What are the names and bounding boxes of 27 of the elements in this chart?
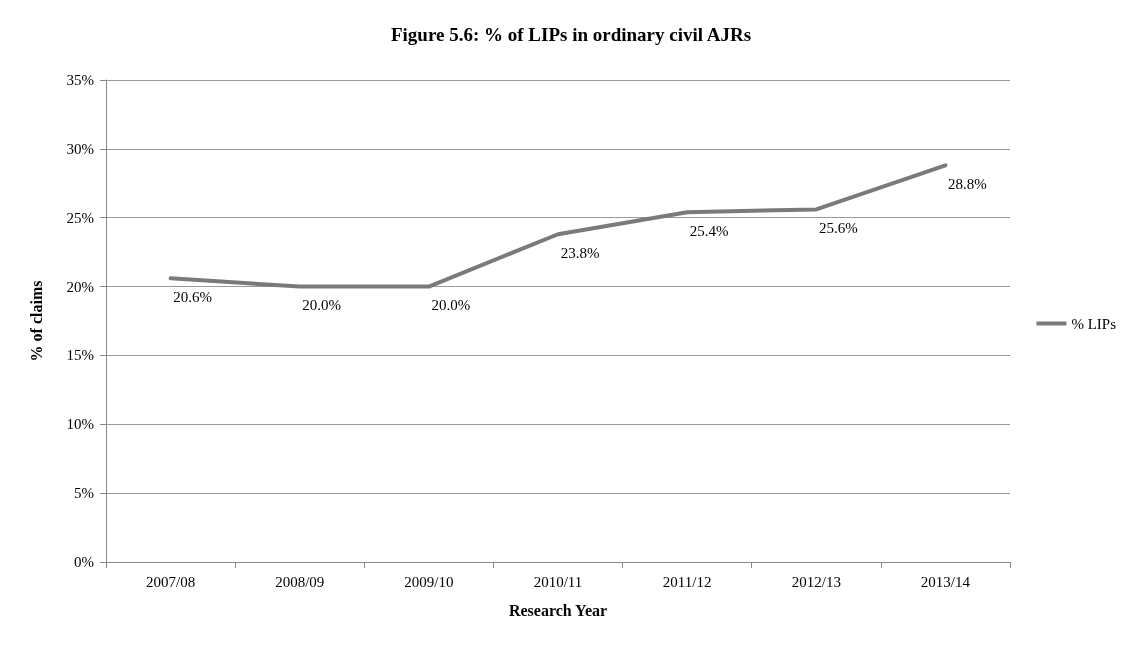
- data-label: 20.0%: [302, 297, 342, 314]
- data-label: 23.8%: [560, 244, 600, 261]
- data-label: 20.0%: [431, 297, 471, 314]
- y-tick-label: 25%: [66, 209, 94, 226]
- data-label: 20.6%: [173, 288, 212, 305]
- x-tick-label: 2012/13: [791, 573, 841, 590]
- line-series: [168, 163, 948, 289]
- y-tick-label: 20%: [66, 278, 94, 295]
- chart-title: Figure 5.6: % of LIPs in ordinary civil AJRs: [390, 24, 752, 45]
- legend-label: % LIPs: [1071, 315, 1117, 332]
- y-tick-label: 0%: [74, 554, 94, 570]
- y-axis-title: % of claims: [27, 280, 45, 362]
- x-axis-title: Research Year: [508, 601, 608, 619]
- y-tick-label: 10%: [66, 416, 94, 433]
- x-tick-label: 2010/11: [533, 573, 583, 590]
- data-label: 28.8%: [948, 175, 987, 192]
- x-tick-label: 2007/08: [145, 573, 196, 590]
- y-tick-label: 35%: [66, 72, 94, 88]
- y-tick-label: 5%: [74, 485, 94, 502]
- data-label: 25.4%: [689, 222, 729, 239]
- x-tick-label: 2008/09: [275, 573, 325, 590]
- x-tick-label: 2009/10: [404, 573, 454, 590]
- y-tick-label: 30%: [66, 140, 94, 157]
- x-tick-label: 2013/14: [920, 573, 971, 590]
- x-tick-label: 2011/12: [662, 573, 712, 590]
- y-tick-label: 15%: [66, 347, 94, 364]
- data-label: 25.6%: [818, 219, 858, 236]
